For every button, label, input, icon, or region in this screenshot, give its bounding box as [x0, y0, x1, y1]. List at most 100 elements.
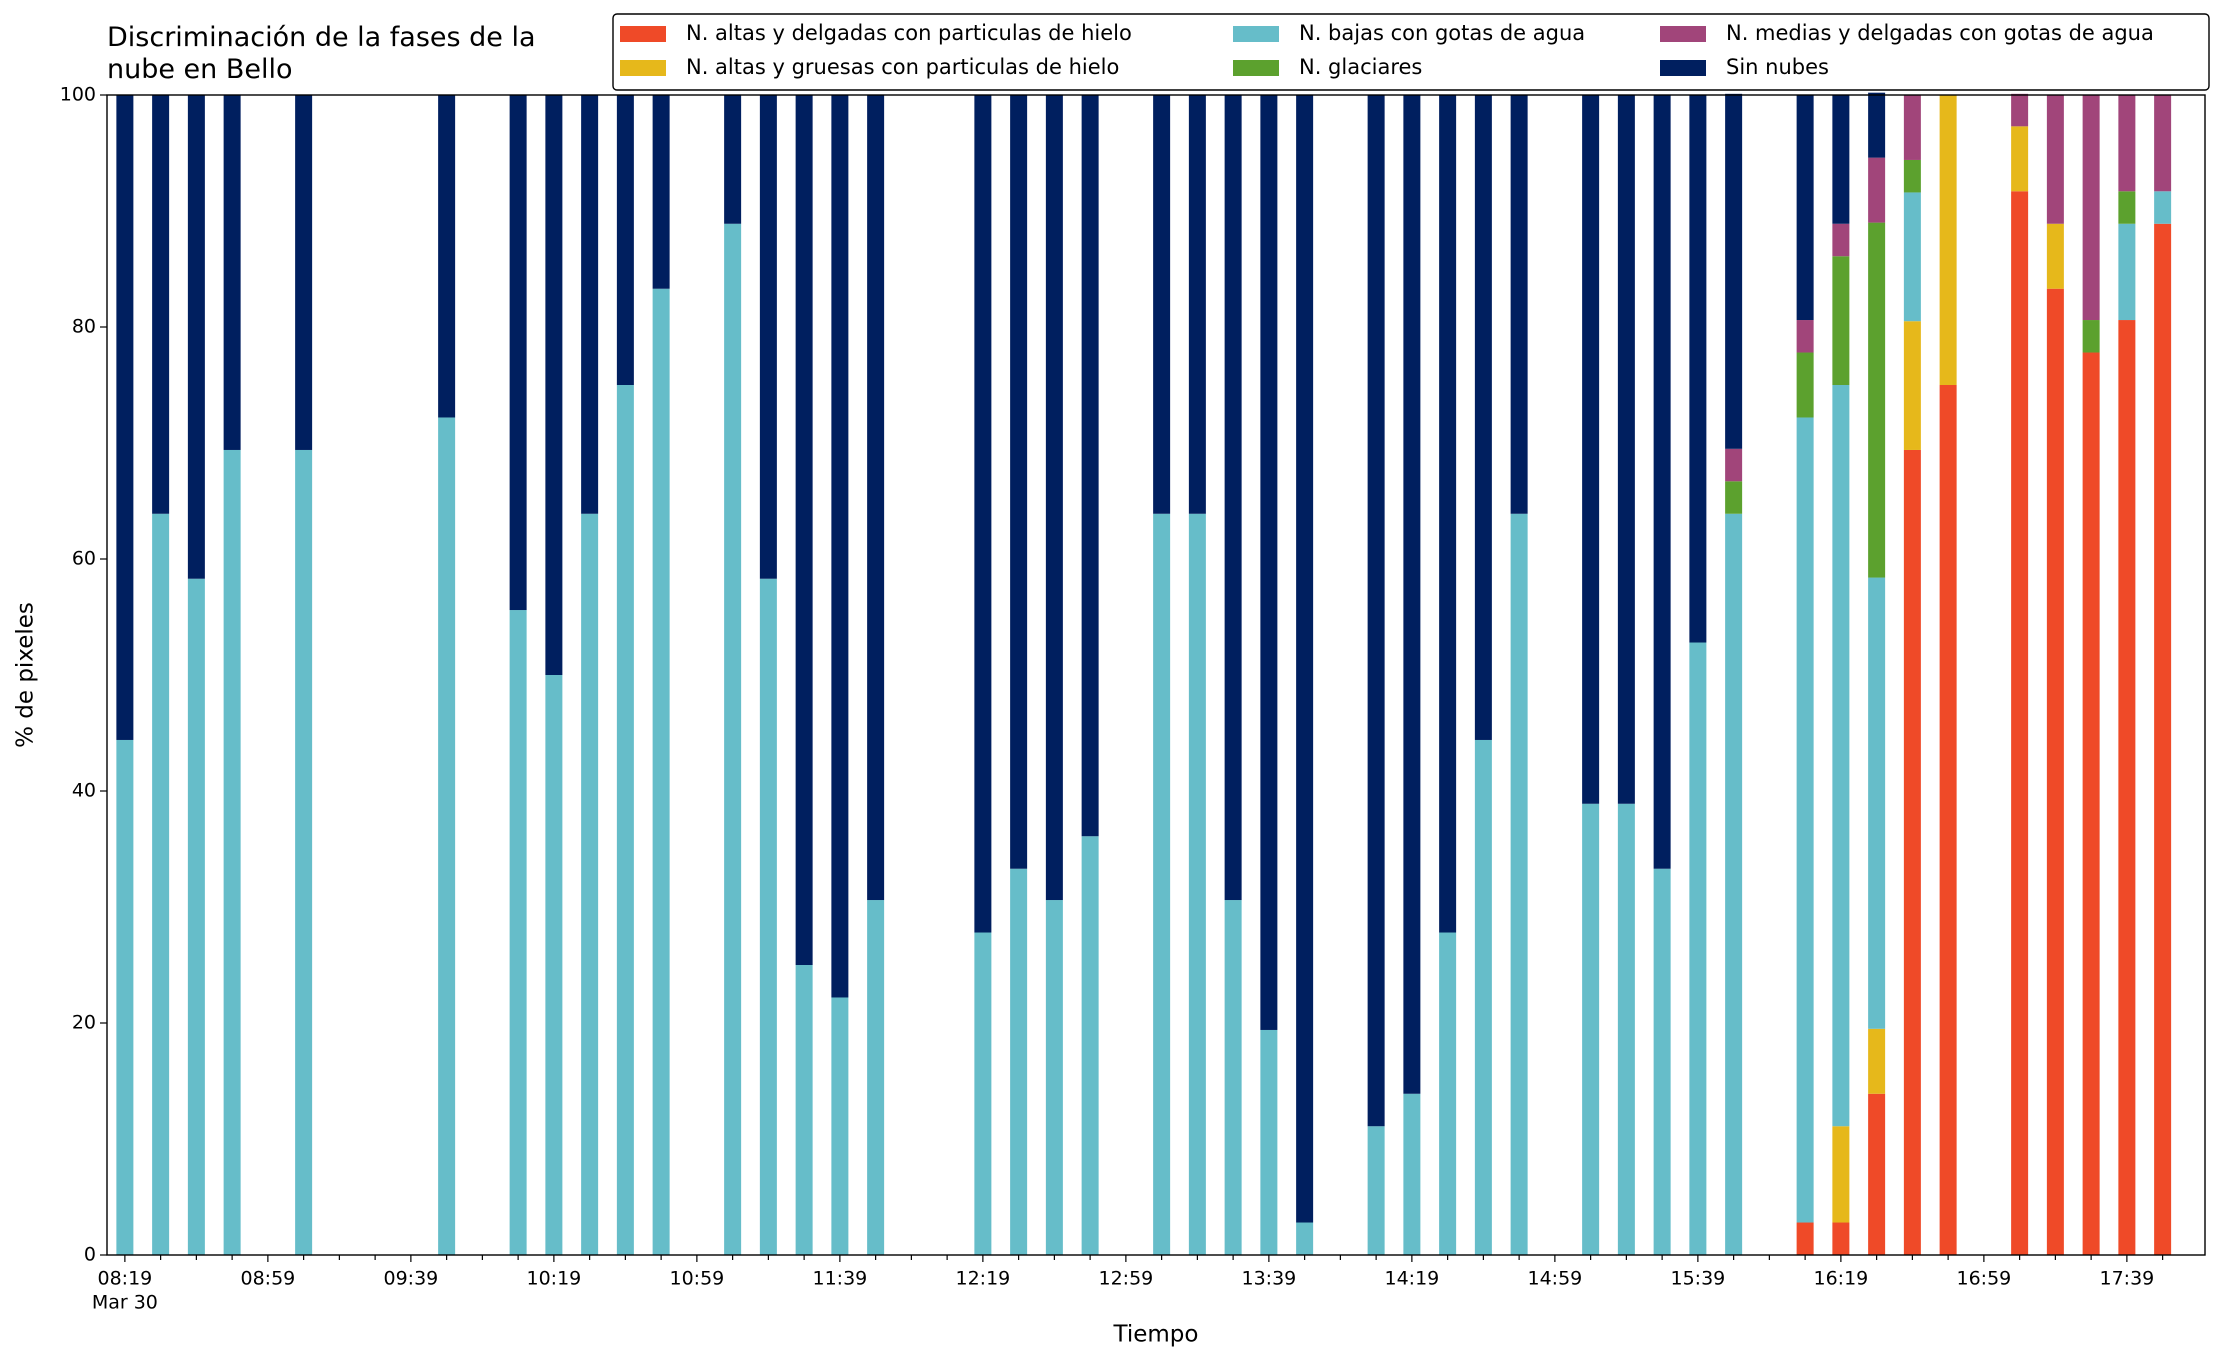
bar-segment: [1188, 513, 1206, 1255]
x-tick-label: 14:59: [1527, 1268, 1582, 1290]
bar-segment: [1725, 513, 1743, 1255]
x-tick-label: 08:59: [240, 1268, 295, 1290]
bar-segment: [2082, 320, 2100, 353]
bar-segment: [1188, 95, 1206, 514]
bar-segment: [1153, 95, 1171, 514]
bar-segment: [867, 95, 885, 901]
bar-segment: [438, 95, 456, 418]
bar-segment: [295, 95, 313, 450]
bar-segment: [2118, 95, 2136, 192]
bar-segment: [1510, 95, 1528, 514]
bar-segment: [652, 95, 670, 289]
bar-segment: [2082, 95, 2100, 321]
bar-segment: [1617, 95, 1635, 804]
y-tick-label: 80: [72, 316, 96, 338]
bar-segment: [2154, 223, 2172, 1255]
bar-segment: [1474, 739, 1492, 1255]
bar-segment: [1260, 1029, 1278, 1255]
bar-segment: [581, 95, 599, 514]
legend-label: N. medias y delgadas con gotas de agua: [1726, 21, 2154, 45]
bar-segment: [1439, 95, 1457, 933]
bar-segment: [724, 95, 742, 224]
bar-segment: [759, 95, 777, 579]
bar-segment: [867, 900, 885, 1255]
chart-title: Discriminación de la fases de la nube en…: [107, 22, 536, 85]
legend-label: N. altas y gruesas con particulas de hie…: [686, 55, 1119, 79]
x-tick-label: 12:59: [1098, 1268, 1153, 1290]
bar-segment: [2118, 191, 2136, 224]
bar-segment: [1653, 868, 1671, 1255]
bar-segment: [2154, 191, 2172, 224]
legend-swatch: [1233, 60, 1279, 76]
bar-segment: [1939, 95, 1957, 385]
bar-segment: [1868, 1028, 1886, 1094]
bar-segment: [1832, 1222, 1850, 1255]
bar-segment: [759, 578, 777, 1255]
bar-segment: [1832, 223, 1850, 257]
bar-segment: [2082, 352, 2100, 1255]
y-tick-label: 100: [60, 84, 96, 106]
legend-label: N. glaciares: [1299, 55, 1422, 79]
bar-segment: [1725, 448, 1743, 482]
bar-segment: [1903, 321, 1921, 450]
bar-segment: [2046, 288, 2064, 1256]
bar-segment: [1653, 95, 1671, 869]
legend-swatch: [1233, 26, 1279, 42]
bar-segment: [1439, 932, 1457, 1255]
bar-segment: [509, 610, 527, 1255]
bar-segment: [1903, 192, 1921, 322]
bar-segment: [831, 95, 849, 998]
bar-segment: [1832, 95, 1850, 224]
bar-segment: [1367, 1126, 1385, 1255]
bar-segment: [1582, 95, 1600, 804]
bar-segment: [1081, 95, 1099, 837]
bar-segment: [2154, 95, 2172, 192]
bar-segment: [1081, 836, 1099, 1255]
bar-segment: [1689, 642, 1707, 1255]
bar-segment: [1796, 1222, 1814, 1255]
x-tick-label: 17:39: [2099, 1268, 2154, 1290]
bar-segment: [1903, 95, 1921, 160]
bar-segment: [581, 513, 599, 1255]
x-tick-label: 11:39: [812, 1268, 867, 1290]
x-date-label: Mar 30: [92, 1292, 158, 1314]
legend-swatch: [1660, 60, 1706, 76]
legend-label: N. bajas con gotas de agua: [1299, 21, 1585, 45]
bar-segment: [795, 965, 813, 1255]
plot-frame: [106, 94, 2206, 1256]
bar-segment: [1868, 1093, 1886, 1255]
bar-segment: [1010, 95, 1028, 869]
bar-segment: [974, 95, 992, 933]
bar-segment: [1045, 95, 1063, 901]
bar-segment: [1689, 95, 1707, 643]
bar-segment: [616, 385, 634, 1255]
bar-segment: [795, 95, 813, 965]
bar-segment: [1725, 93, 1743, 449]
bar-segment: [2011, 93, 2029, 127]
bar-segment: [1296, 1222, 1314, 1255]
x-tick-label: 13:39: [1241, 1268, 1296, 1290]
bar-segment: [1939, 385, 1957, 1255]
bar-segment: [438, 417, 456, 1256]
bar-segment: [831, 997, 849, 1255]
bar-segment: [1832, 385, 1850, 1127]
bar-segment: [1903, 159, 1921, 193]
bar-segment: [1045, 900, 1063, 1255]
bar-segment: [116, 95, 134, 740]
bar-segment: [1903, 449, 1921, 1256]
bar-segment: [616, 95, 634, 385]
x-tick-label: 14:19: [1384, 1268, 1439, 1290]
bar-segment: [1403, 95, 1421, 1094]
bar-segment: [1868, 92, 1886, 158]
bar-segment: [1725, 481, 1743, 514]
legend-box: [612, 13, 2210, 91]
bar-segment: [1260, 95, 1278, 1030]
y-tick-label: 0: [84, 1244, 96, 1266]
x-tick-label: 10:59: [669, 1268, 724, 1290]
y-tick-label: 20: [72, 1012, 96, 1034]
x-tick-label: 16:19: [1813, 1268, 1868, 1290]
bar-segment: [2011, 126, 2029, 192]
bar-segment: [724, 223, 742, 1255]
legend-swatch: [1660, 26, 1706, 42]
